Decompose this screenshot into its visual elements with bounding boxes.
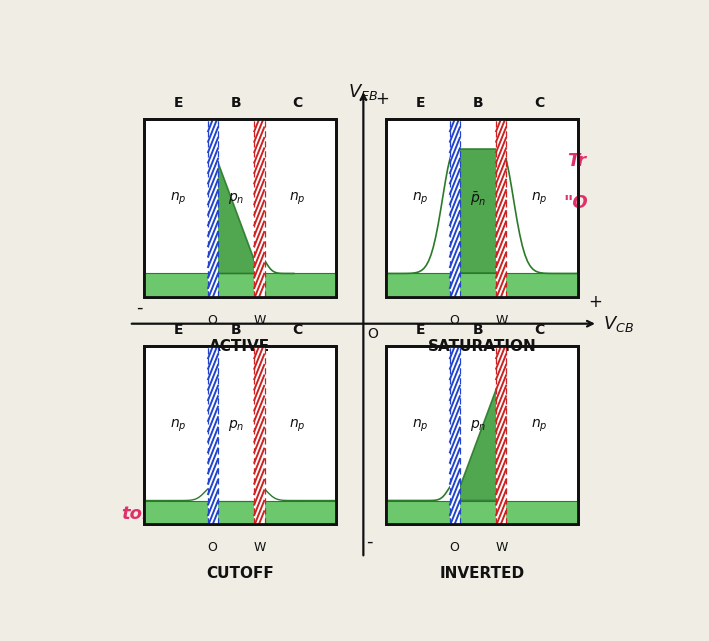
- Bar: [450, 346, 460, 524]
- Text: -: -: [136, 298, 143, 316]
- Bar: [496, 346, 506, 524]
- Text: $n_p$: $n_p$: [289, 190, 306, 207]
- Text: $n_p$: $n_p$: [531, 418, 548, 434]
- Bar: [386, 119, 578, 297]
- Text: $n_p$: $n_p$: [170, 190, 186, 207]
- Bar: [144, 274, 336, 297]
- Bar: [386, 119, 578, 297]
- Text: C: C: [293, 323, 303, 337]
- Text: B: B: [231, 323, 242, 337]
- Bar: [144, 501, 336, 524]
- Bar: [144, 346, 336, 524]
- Bar: [386, 501, 578, 524]
- Bar: [386, 274, 578, 297]
- Bar: [208, 346, 218, 524]
- Bar: [144, 119, 336, 297]
- Text: $\bar{p}_n$: $\bar{p}_n$: [470, 190, 486, 208]
- Text: +: +: [588, 294, 602, 312]
- Text: tor: tor: [121, 504, 152, 522]
- Text: $n_p$: $n_p$: [289, 418, 306, 434]
- Text: INVERTED: INVERTED: [440, 565, 525, 581]
- Text: $n_p$: $n_p$: [412, 418, 428, 434]
- Text: ACTIVE: ACTIVE: [209, 338, 271, 354]
- Polygon shape: [213, 149, 259, 274]
- Polygon shape: [455, 376, 501, 501]
- Text: -: -: [366, 533, 372, 551]
- Text: O: O: [449, 541, 459, 554]
- Bar: [254, 346, 264, 524]
- Text: E: E: [174, 323, 183, 337]
- Text: B: B: [473, 323, 484, 337]
- Text: "O: "O: [563, 194, 588, 212]
- Text: E: E: [174, 96, 183, 110]
- Text: W: W: [254, 314, 267, 327]
- Bar: [254, 119, 264, 297]
- Text: $p_n$: $p_n$: [228, 419, 245, 433]
- Text: O: O: [207, 541, 217, 554]
- Bar: [144, 119, 336, 297]
- Text: $p_n$: $p_n$: [228, 191, 245, 206]
- Text: W: W: [254, 541, 267, 554]
- Text: O: O: [449, 314, 459, 327]
- Text: O: O: [207, 314, 217, 327]
- Text: E: E: [415, 96, 425, 110]
- Text: Tr: Tr: [566, 152, 586, 170]
- Bar: [208, 119, 218, 297]
- Text: $V_{CB}$: $V_{CB}$: [603, 313, 634, 334]
- Text: +: +: [376, 90, 389, 108]
- Text: W: W: [496, 314, 508, 327]
- Text: $n_p$: $n_p$: [412, 190, 428, 207]
- Text: E: E: [415, 323, 425, 337]
- Bar: [386, 346, 578, 524]
- Bar: [450, 119, 460, 297]
- Bar: [144, 346, 336, 524]
- Text: C: C: [293, 96, 303, 110]
- Text: B: B: [231, 96, 242, 110]
- Text: SATURATION: SATURATION: [428, 338, 536, 354]
- Bar: [386, 346, 578, 524]
- Bar: [496, 119, 506, 297]
- Polygon shape: [455, 149, 501, 274]
- Text: $n_p$: $n_p$: [531, 190, 548, 207]
- Text: $p_n$: $p_n$: [470, 419, 486, 433]
- Text: O: O: [367, 327, 378, 341]
- Text: W: W: [496, 541, 508, 554]
- Text: $n_p$: $n_p$: [170, 418, 186, 434]
- Text: $V_{EB}$: $V_{EB}$: [348, 82, 379, 102]
- Text: C: C: [535, 96, 545, 110]
- Text: B: B: [473, 96, 484, 110]
- Text: CUTOFF: CUTOFF: [206, 565, 274, 581]
- Text: C: C: [535, 323, 545, 337]
